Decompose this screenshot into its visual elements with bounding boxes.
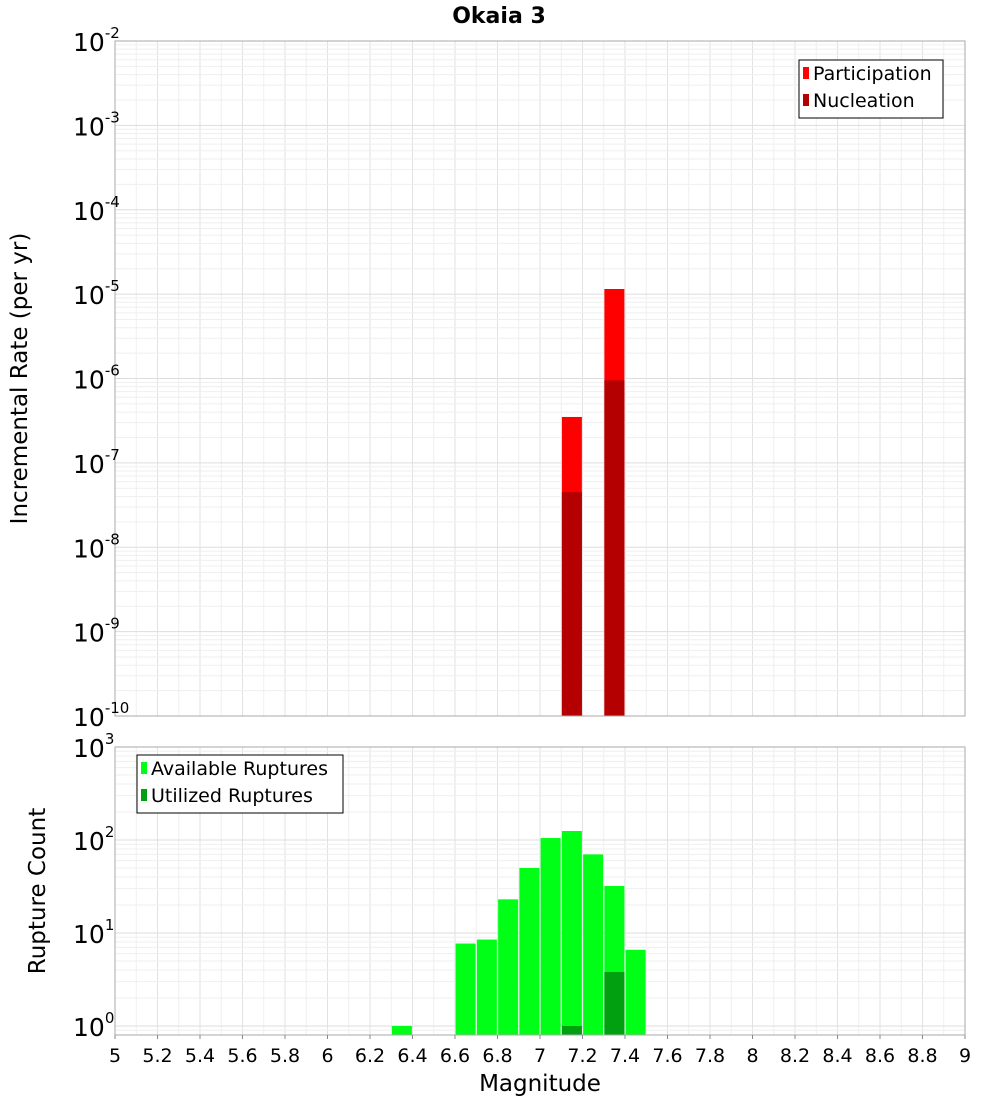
x-tick-label: 8.8 <box>907 1045 937 1067</box>
count-bar-utilized-ruptures <box>604 972 625 1035</box>
y-tick-label: 10-3 <box>73 108 120 141</box>
x-tick-label: 5.4 <box>185 1045 215 1067</box>
count-bar-available-ruptures <box>561 830 582 1035</box>
plot-border <box>114 40 966 717</box>
y-tick-label: 10-6 <box>73 362 120 395</box>
count-bar-available-ruptures <box>540 838 561 1035</box>
count-bar-utilized-ruptures <box>561 1025 582 1035</box>
legend-swatch <box>141 762 147 774</box>
y-axis-title: Rupture Count <box>25 808 51 974</box>
y-tick-label: 102 <box>73 823 114 856</box>
x-tick-label: 6.8 <box>482 1045 512 1067</box>
x-tick-label: 9 <box>959 1045 971 1067</box>
count-bar-available-ruptures <box>583 854 604 1035</box>
legend-label: Utilized Ruptures <box>151 785 313 807</box>
legend-box <box>136 754 344 814</box>
x-tick-label: 8 <box>746 1045 758 1067</box>
chart-title: Okaia 3 <box>452 4 546 29</box>
legend-box <box>798 59 944 119</box>
x-tick-label: 5.2 <box>142 1045 172 1067</box>
x-tick-label: 5.8 <box>270 1045 300 1067</box>
count-bar-available-ruptures <box>498 899 519 1035</box>
x-tick-label: 5 <box>109 1045 121 1067</box>
bar-layer <box>391 289 646 1035</box>
x-tick-label: 8.2 <box>780 1045 810 1067</box>
legend-label: Nucleation <box>813 90 915 112</box>
y-tick-label: 101 <box>73 916 114 949</box>
x-tick-label: 5.6 <box>227 1045 257 1067</box>
legend-swatch <box>141 789 147 801</box>
y-tick-label: 10-2 <box>73 24 120 57</box>
rate-bar-nucleation <box>604 380 625 716</box>
rate-bar-nucleation <box>561 492 582 716</box>
grid-layer <box>114 40 966 1036</box>
count-bar-available-ruptures <box>476 939 497 1035</box>
y-tick-label: 10-4 <box>73 193 120 226</box>
legend-swatch <box>803 67 809 79</box>
legend-label: Available Ruptures <box>151 758 328 780</box>
x-tick-label: 7.6 <box>652 1045 682 1067</box>
y-tick-label: 103 <box>73 730 114 763</box>
x-tick-label: 7.2 <box>567 1045 597 1067</box>
count-bar-available-ruptures <box>519 867 540 1035</box>
x-tick-label: 6.2 <box>355 1045 385 1067</box>
x-tick-label: 7.8 <box>695 1045 725 1067</box>
axis-layer: 10-2 10-3 10-4 10-5 10-6 10-7 10-8 10-9 10-10 Inc… <box>7 24 971 1097</box>
legend-layer: Participation Nucleation Available Rupture… <box>136 59 944 814</box>
x-tick-label: 7 <box>534 1045 546 1067</box>
y-axis-title: Incremental Rate (per yr) <box>7 233 33 525</box>
y-tick-label: 10-8 <box>73 530 120 563</box>
count-bar-available-ruptures <box>455 943 476 1035</box>
x-tick-label: 7.4 <box>610 1045 640 1067</box>
x-tick-label: 6.4 <box>397 1045 427 1067</box>
y-tick-label: 10-9 <box>73 615 120 648</box>
x-tick-label: 6.6 <box>440 1045 470 1067</box>
y-tick-label: 10-7 <box>73 446 120 479</box>
y-tick-label: 100 <box>73 1009 114 1042</box>
count-bar-available-ruptures <box>625 949 646 1035</box>
x-tick-label: 6 <box>321 1045 333 1067</box>
y-tick-label: 10-5 <box>73 277 120 310</box>
y-tick-label: 10-10 <box>73 699 129 732</box>
legend-label: Participation <box>813 63 932 85</box>
x-tick-label: 8.4 <box>822 1045 852 1067</box>
x-tick-label: 8.6 <box>865 1045 895 1067</box>
x-axis-title: Magnitude <box>479 1071 601 1097</box>
count-bar-available-ruptures <box>391 1025 412 1035</box>
legend-swatch <box>803 94 809 106</box>
